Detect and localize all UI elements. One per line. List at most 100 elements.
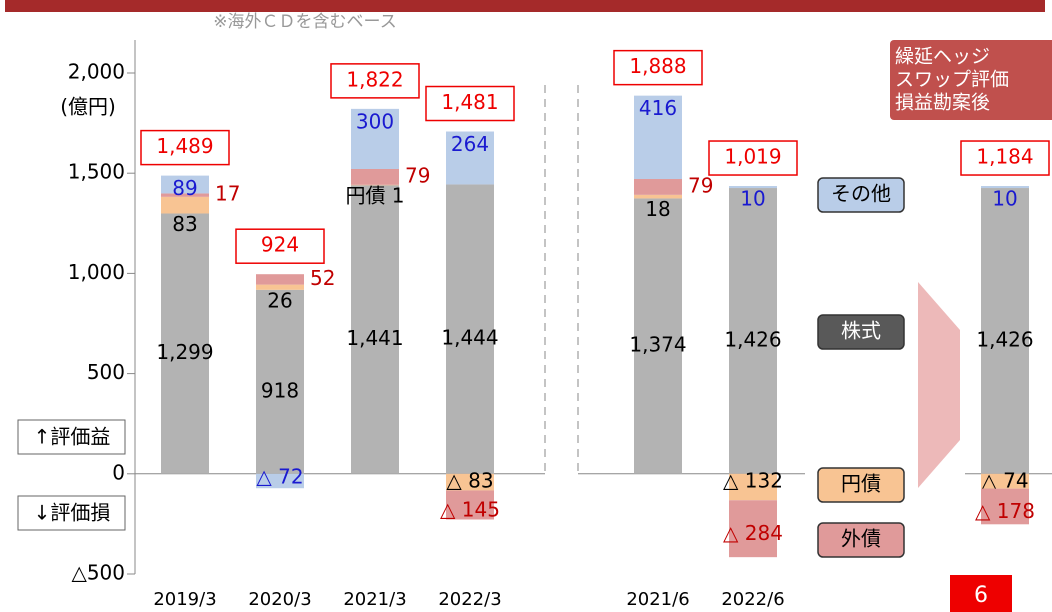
bar-segment	[981, 186, 1029, 189]
legend-label: 円債	[841, 472, 881, 496]
legend-swatch	[817, 314, 905, 350]
bar-segment	[351, 184, 399, 186]
data-label: △ 178	[975, 499, 1035, 523]
data-label: 18	[645, 197, 670, 221]
data-label: 264	[451, 132, 489, 156]
annotation: ↓評価損	[34, 501, 111, 525]
data-label: 79	[688, 173, 713, 197]
bar-segment	[161, 196, 209, 214]
bar-segment	[634, 179, 682, 195]
bar-segment	[446, 490, 494, 520]
total-box	[235, 228, 325, 264]
total-box	[140, 129, 230, 166]
total-box	[708, 140, 798, 176]
bar-segment	[161, 193, 209, 197]
bar-segment	[351, 108, 399, 169]
bar-segment	[634, 95, 682, 180]
data-label: 10	[740, 187, 765, 211]
data-label: 10	[992, 187, 1017, 211]
legend-swatch	[817, 177, 905, 213]
bar-segment	[729, 500, 777, 558]
bar-segment	[256, 289, 304, 474]
data-label: 26	[267, 288, 292, 312]
data-label: △ 132	[723, 468, 783, 492]
bar-segment	[729, 473, 777, 501]
x-tick-label: 2021/3	[343, 589, 406, 610]
callout-box	[890, 40, 1052, 120]
bar-segment	[729, 188, 777, 474]
data-label: 1,426	[976, 327, 1033, 351]
annotation: ↑評価益	[34, 425, 111, 449]
bar-segment	[256, 274, 304, 285]
data-label: 1,374	[629, 333, 686, 357]
bar-segment	[446, 184, 494, 474]
y-tick-label: 1,500	[68, 160, 125, 184]
x-tick-label: 2022/6	[721, 589, 784, 610]
legend-swatch	[817, 522, 905, 558]
page-number-box	[950, 575, 1012, 612]
data-label: 89	[172, 176, 197, 200]
legend-label: その他	[831, 182, 891, 206]
y-tick-label: 500	[87, 360, 125, 384]
legend-swatch	[817, 467, 905, 503]
total-box	[425, 85, 515, 122]
total-label: 1,184	[976, 145, 1033, 169]
data-label: 17	[215, 182, 240, 206]
bar-segment	[981, 488, 1029, 525]
y-tick-label: 0	[112, 460, 125, 484]
y-tick-label: 1,000	[68, 260, 125, 284]
data-label: 円債 1	[345, 184, 404, 208]
bar-segment	[256, 284, 304, 290]
callout-text: スワップ評価	[895, 69, 1009, 91]
y-tick-label: 2,000	[68, 60, 125, 84]
x-tick-label: 2022/3	[438, 589, 501, 610]
callout-text: 損益勘案後	[895, 92, 990, 114]
subtitle: ※海外ＣＤを含むベース	[213, 12, 396, 32]
data-label: 300	[356, 109, 394, 133]
bar-segment	[161, 213, 209, 474]
total-label: 1,019	[724, 145, 781, 169]
annotation-box	[17, 419, 126, 455]
callout-text: 繰延ヘッジ	[895, 46, 990, 68]
data-label: △ 145	[440, 497, 500, 521]
data-label: 52	[310, 266, 335, 290]
total-label: 1,481	[441, 90, 498, 114]
bar-segment	[351, 185, 399, 474]
data-label: 79	[405, 163, 430, 187]
bar-segment	[446, 473, 494, 491]
bar-segment	[446, 131, 494, 185]
legend-label: 株式	[841, 319, 881, 343]
data-label: 416	[639, 96, 677, 120]
bar-segment	[634, 198, 682, 474]
y-axis-label: (億円)	[60, 95, 116, 119]
total-label: 1,489	[156, 134, 213, 158]
data-label: △ 74	[981, 468, 1028, 492]
page-number: 6	[974, 583, 988, 608]
total-box	[330, 63, 420, 99]
bar-segment	[981, 188, 1029, 474]
bar-segment	[981, 473, 1029, 489]
annotation-box	[17, 495, 126, 531]
data-label: 1,299	[156, 340, 213, 364]
total-box	[613, 49, 703, 86]
bar-segment	[161, 175, 209, 194]
arrow	[918, 282, 960, 488]
bar-segment	[256, 473, 304, 489]
data-label: 1,444	[441, 326, 498, 350]
total-label: 1,888	[629, 54, 686, 78]
data-label: △ 284	[723, 521, 783, 545]
total-box	[960, 140, 1050, 176]
total-label: 1,822	[346, 67, 403, 91]
total-label: 924	[261, 233, 299, 257]
x-tick-label: 2021/6	[626, 589, 689, 610]
x-tick-label: 2019/3	[153, 589, 216, 610]
data-label: 1,426	[724, 327, 781, 351]
bar-segment	[729, 186, 777, 189]
data-label: △ 72	[256, 465, 303, 489]
data-label: △ 83	[446, 468, 493, 492]
data-label: 918	[261, 378, 299, 402]
y-tick-label: △500	[71, 561, 125, 585]
x-tick-label: 2020/3	[248, 589, 311, 610]
